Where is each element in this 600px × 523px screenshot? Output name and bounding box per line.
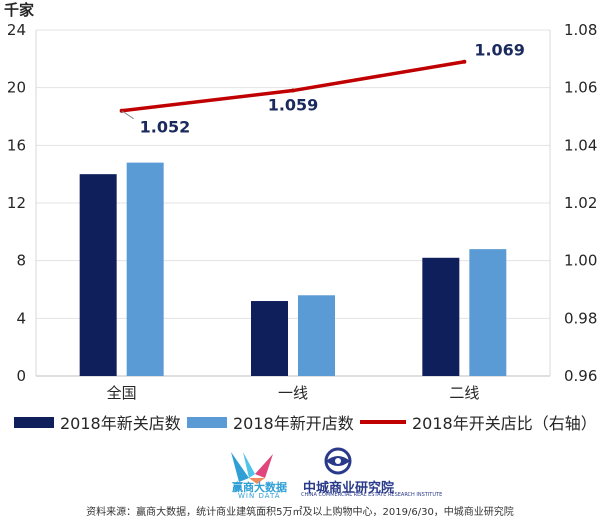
ratio-line: 1.052 1.059 1.069 [119,41,525,137]
bar [469,249,507,376]
category-label: 二线 [449,384,479,400]
ratio-point [291,88,295,93]
right-axis-tick: 1.00 [564,252,597,270]
legend-swatch-opened [187,416,227,428]
label-leader [121,110,134,120]
source-note: 资料来源：赢商大数据，统计商业建筑面积5万㎡及以上购物中心，2019/6/30，… [86,507,514,518]
left-axis-tick: 4 [16,309,26,327]
legend-label-opened: 2018年新开店数 [233,414,354,433]
right-axis-tick: 1.08 [564,21,597,39]
bar [298,295,335,376]
ratio-data-label: 1.052 [140,118,191,137]
ratio-point [462,59,467,64]
bar [79,174,117,376]
legend-swatch-closed [14,416,54,428]
logos: 赢商大数据 WIN DATA 中城商业研究院 CHINA COMMERCIAL … [0,440,600,500]
left-axis-tick: 16 [7,136,26,154]
left-axis-tick: 0 [16,367,26,385]
right-axis-tick: 1.06 [564,79,597,97]
bar [251,301,288,376]
legend: 2018年新关店数 2018年新开店数 2018年开关店比（右轴） [0,404,600,434]
bars [79,162,507,376]
chart: 1.052 1.059 1.069 0 4 8 12 16 20 24 0.96 0.98 1.00 1… [4,1,598,400]
bar [422,257,460,376]
right-axis-tick: 0.98 [564,309,597,327]
right-axis-tick: 1.04 [564,136,597,154]
legend-item-closed: 2018年新关店数 [14,410,181,434]
category-label: 全国 [107,384,137,400]
ratio-data-label: 1.059 [268,96,319,115]
zc-institute-logo-en: CHINA COMMERCIAL REAL ESTATE RESEARCH IN… [301,492,443,498]
legend-swatch-ratio [360,420,406,424]
win-data-logo-en: WIN DATA [238,492,281,500]
left-axis-tick: 12 [7,194,26,212]
ratio-data-label: 1.069 [474,41,525,60]
legend-item-ratio: 2018年开关店比（右轴） [360,410,597,434]
win-data-logo-mark [231,452,273,484]
category-label: 一线 [278,384,308,400]
legend-label-closed: 2018年新关店数 [60,414,181,433]
left-axis-tick: 20 [7,79,26,97]
gridlines [35,29,551,377]
win-data-logo-cn: 赢商大数据 [232,481,287,494]
bar [126,162,164,376]
axis-ticks: 0 4 8 12 16 20 24 0.96 0.98 1.00 1.02 1.04 1.06 1.08 全… [7,21,598,400]
left-axis-tick: 24 [7,21,26,39]
right-axis-tick: 0.96 [564,367,597,385]
legend-item-opened: 2018年新开店数 [187,410,354,434]
left-axis-tick: 8 [16,252,26,270]
left-axis-unit: 千家 [4,1,34,19]
legend-label-ratio: 2018年开关店比（右轴） [412,414,597,433]
zc-institute-logo-mark [324,447,352,475]
right-axis-tick: 1.02 [564,194,597,212]
zc-institute-logo-cn: 中城商业研究院 [303,481,395,496]
